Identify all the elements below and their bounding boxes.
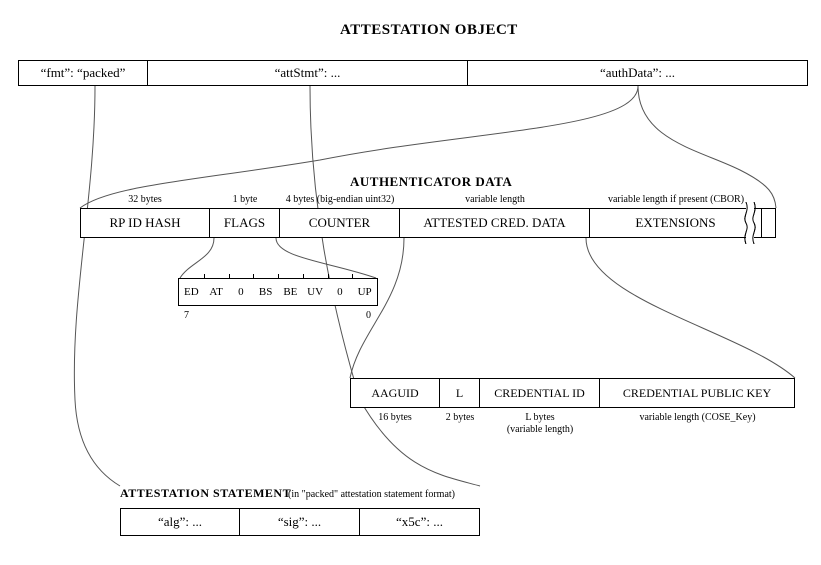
cred-data-cell: AAGUID (350, 378, 440, 408)
flag-bit: ED (179, 279, 204, 305)
auth-data-cell: FLAGS (210, 208, 280, 238)
auth-data-annotation: variable length if present (CBOR) (608, 194, 744, 205)
auth-data-cell: ATTESTED CRED. DATA (400, 208, 590, 238)
auth-data-cell: RP ID HASH (80, 208, 210, 238)
bits-index-right: 0 (366, 310, 371, 321)
main-title: ATTESTATION OBJECT (340, 22, 518, 39)
cred-data-cell: CREDENTIAL ID (480, 378, 600, 408)
cred-data-annotation: 2 bytes (446, 412, 475, 423)
flag-bit: UP (352, 279, 377, 305)
flags-bits-row: EDAT0BSBEUV0UP (178, 278, 378, 306)
auth-data-cell: COUNTER (280, 208, 400, 238)
auth-data-annotation: 32 bytes (128, 194, 162, 205)
attestation-object-cell: “attStmt”: ... (148, 60, 468, 86)
diagram-canvas: ATTESTATION OBJECT “fmt”: “packed”“attSt… (0, 0, 821, 565)
cred-data-cell: CREDENTIAL PUBLIC KEY (600, 378, 795, 408)
attestation-statement-note: (in "packed" attestation statement forma… (288, 489, 455, 500)
auth-data-annotation: variable length (465, 194, 525, 205)
att-stmt-cell: “alg”: ... (120, 508, 240, 536)
cred-data-annotation: L bytes (525, 412, 554, 423)
flag-bit: UV (303, 279, 328, 305)
auth-data-annotation: 1 byte (233, 194, 258, 205)
cred-data-annotation-2: (variable length) (507, 424, 573, 435)
bits-index-left: 7 (184, 310, 189, 321)
att-stmt-cell: “x5c”: ... (360, 508, 480, 536)
cred-data-cell: L (440, 378, 480, 408)
att-stmt-cell: “sig”: ... (240, 508, 360, 536)
cred-data-annotation: variable length (COSE_Key) (639, 412, 755, 423)
cred-data-annotation: 16 bytes (378, 412, 412, 423)
auth-data-cell: EXTENSIONS (590, 208, 762, 238)
attestation-statement-title: ATTESTATION STATEMENT (120, 486, 291, 501)
flag-bit: 0 (229, 279, 254, 305)
flag-bit: BE (278, 279, 303, 305)
attestation-object-cell: “fmt”: “packed” (18, 60, 148, 86)
auth-data-tail (762, 208, 776, 238)
flag-bit: BS (253, 279, 278, 305)
flag-bit: AT (204, 279, 229, 305)
attestation-object-cell: “authData”: ... (468, 60, 808, 86)
flag-bit: 0 (328, 279, 353, 305)
auth-data-annotation: 4 bytes (big-endian uint32) (286, 194, 395, 205)
authenticator-data-title: AUTHENTICATOR DATA (350, 174, 512, 190)
